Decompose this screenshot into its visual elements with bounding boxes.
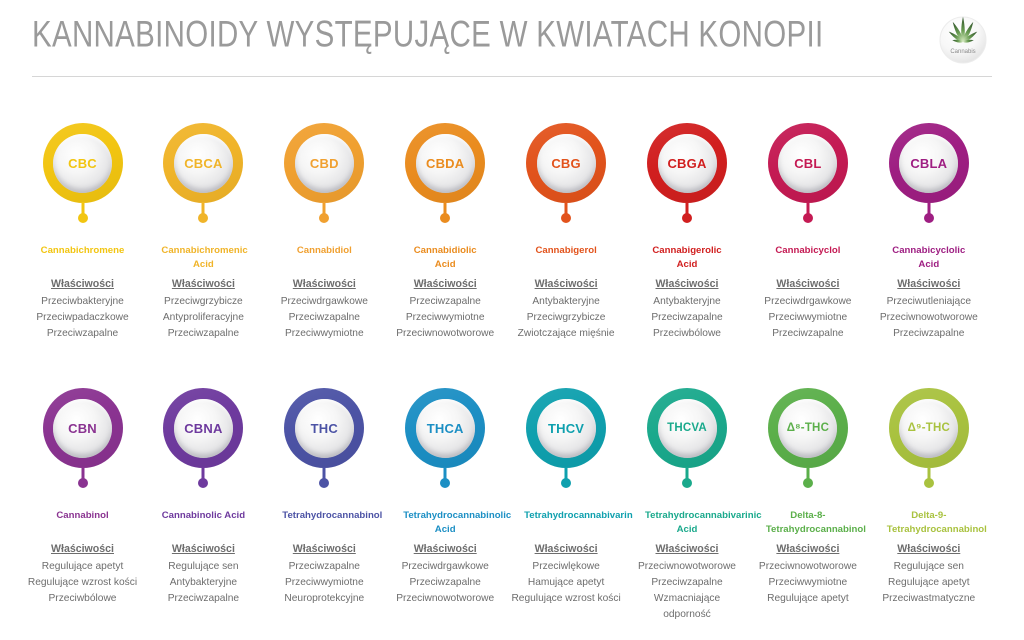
svg-text:Cannabis: Cannabis [950, 49, 975, 55]
